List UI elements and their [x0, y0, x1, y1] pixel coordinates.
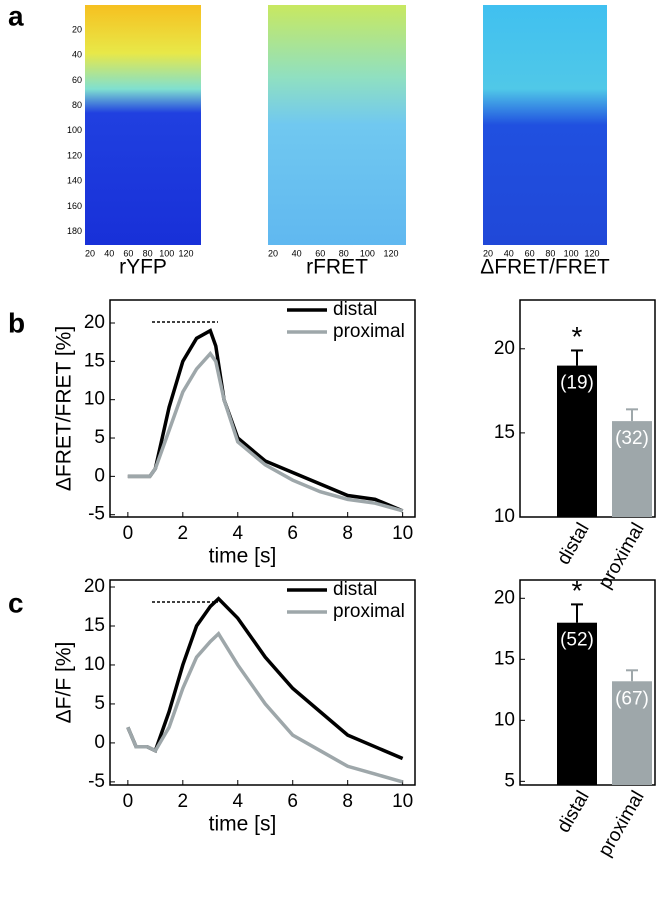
x-axis-label: time [s] — [209, 813, 277, 836]
image-x-tick: 80 — [545, 248, 555, 258]
y-tick-label: 20 — [494, 338, 515, 359]
panel-label: a — [8, 0, 24, 31]
y-tick-label: 5 — [504, 770, 515, 791]
image-x-tick: 60 — [315, 248, 325, 258]
bar — [557, 365, 597, 517]
x-tick-label: 4 — [232, 791, 243, 812]
y-tick-label: -5 — [88, 771, 105, 792]
image-y-tick: 100 — [67, 125, 82, 135]
y-tick-label: 15 — [494, 422, 515, 443]
panel-label: c — [8, 587, 24, 618]
y-tick-label: 15 — [84, 350, 105, 371]
significance: * — [572, 321, 583, 352]
bar — [612, 681, 652, 785]
image-x-tick: 40 — [292, 248, 302, 258]
image-x-tick: 60 — [525, 248, 535, 258]
y-tick-label: 10 — [84, 389, 105, 410]
data-line — [126, 631, 404, 784]
y-tick-label: 0 — [94, 732, 105, 753]
bar — [612, 421, 652, 517]
image-label: rFRET — [306, 256, 368, 279]
x-tick-label: proximal — [595, 520, 649, 593]
image-x-tick: 120 — [178, 248, 193, 258]
image-x-tick: 100 — [360, 248, 375, 258]
x-tick-label: 6 — [287, 791, 298, 812]
y-tick-label: 10 — [494, 506, 515, 527]
image-x-tick: 20 — [268, 248, 278, 258]
data-line — [126, 596, 404, 761]
x-axis-label: time [s] — [209, 545, 277, 568]
image-y-tick: 80 — [72, 100, 82, 110]
image-y-tick: 120 — [67, 150, 82, 160]
significance: * — [572, 575, 583, 606]
image-dfret — [483, 5, 607, 245]
image-x-tick: 60 — [123, 248, 133, 258]
image-x-tick: 20 — [85, 248, 95, 258]
n-label: (19) — [560, 373, 594, 394]
image-x-tick: 120 — [584, 248, 599, 258]
image-x-tick: 120 — [383, 248, 398, 258]
bar — [557, 622, 597, 785]
n-label: (67) — [615, 688, 649, 709]
image-ryfp — [85, 5, 201, 245]
y-tick-label: 5 — [94, 693, 105, 714]
image-x-tick: 40 — [104, 248, 114, 258]
image-y-tick: 160 — [67, 201, 82, 211]
data-line — [127, 328, 404, 513]
x-tick-label: 8 — [342, 523, 353, 544]
y-tick-label: -5 — [88, 504, 105, 525]
image-x-tick: 40 — [504, 248, 514, 258]
y-tick-label: 10 — [494, 709, 515, 730]
x-tick-label: distal — [553, 520, 593, 569]
image-label: rYFP — [119, 256, 167, 279]
image-y-tick: 140 — [67, 176, 82, 186]
image-x-tick: 100 — [564, 248, 579, 258]
image-label: ΔFRET/FRET — [480, 256, 610, 279]
x-tick-label: 0 — [123, 523, 134, 544]
y-axis-label: ΔF/F [%] — [53, 642, 76, 724]
image-y-tick: 180 — [67, 226, 82, 236]
x-tick-label: 10 — [392, 523, 413, 544]
y-tick-label: 20 — [494, 587, 515, 608]
y-tick-label: 10 — [84, 654, 105, 675]
n-label: (52) — [560, 630, 594, 651]
y-axis-label: ΔFRET/FRET [%] — [53, 326, 76, 491]
x-tick-label: 8 — [342, 791, 353, 812]
y-tick-label: 15 — [494, 648, 515, 669]
y-tick-label: 15 — [84, 615, 105, 636]
legend-label: proximal — [333, 601, 405, 622]
data-line — [127, 350, 404, 513]
x-tick-label: proximal — [595, 788, 649, 861]
image-x-tick: 100 — [159, 248, 174, 258]
legend-label: distal — [333, 579, 377, 600]
image-y-tick: 20 — [72, 24, 82, 34]
x-tick-label: 2 — [178, 523, 189, 544]
image-x-tick: 80 — [339, 248, 349, 258]
plot-frame — [109, 299, 416, 518]
panel-label: b — [8, 307, 25, 338]
x-tick-label: 2 — [178, 791, 189, 812]
x-tick-label: 4 — [232, 523, 243, 544]
image-x-tick: 20 — [483, 248, 493, 258]
x-tick-label: 6 — [287, 523, 298, 544]
n-label: (32) — [615, 428, 649, 449]
x-tick-label: 0 — [123, 791, 134, 812]
plot-frame — [109, 579, 416, 786]
x-tick-label: 10 — [392, 791, 413, 812]
x-tick-label: distal — [553, 788, 593, 837]
legend-label: distal — [333, 299, 377, 320]
image-rfret — [268, 5, 406, 245]
image-x-tick: 80 — [143, 248, 153, 258]
y-tick-label: 0 — [94, 465, 105, 486]
y-tick-label: 20 — [84, 312, 105, 333]
image-y-tick: 60 — [72, 75, 82, 85]
y-tick-label: 5 — [94, 427, 105, 448]
legend-label: proximal — [333, 321, 405, 342]
y-tick-label: 20 — [84, 576, 105, 597]
image-y-tick: 40 — [72, 50, 82, 60]
